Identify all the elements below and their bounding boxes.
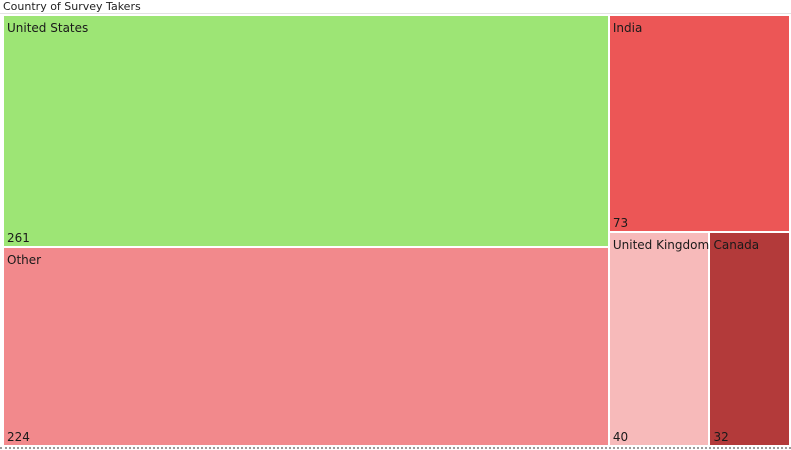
tile-value-united-states: 261 xyxy=(7,230,30,245)
tile-value-united-kingdom: 40 xyxy=(612,429,629,444)
visual-bottom-border xyxy=(0,447,791,449)
tile-label-united-states: United States xyxy=(7,21,89,35)
tile-other[interactable]: Other 224 xyxy=(3,246,609,446)
tile-united-kingdom[interactable]: United Kingdom 40 xyxy=(608,231,710,446)
tile-label-united-kingdom: United Kingdom xyxy=(612,237,710,252)
title-divider xyxy=(0,13,791,14)
tile-united-states[interactable]: United States 261 xyxy=(3,15,609,247)
tile-value-other: 224 xyxy=(7,429,30,444)
treemap-plot-area: United States 261 Other 224 India 73 Uni… xyxy=(3,15,790,446)
chart-title: Country of Survey Takers xyxy=(3,0,141,13)
tile-label-india: India xyxy=(612,21,643,35)
tile-label-canada: Canada xyxy=(713,237,760,252)
tile-india[interactable]: India 73 xyxy=(608,15,790,232)
tile-canada[interactable]: Canada 32 xyxy=(709,231,790,446)
tile-value-india: 73 xyxy=(612,215,629,230)
tile-value-canada: 32 xyxy=(713,429,729,444)
tile-label-other: Other xyxy=(7,252,42,267)
